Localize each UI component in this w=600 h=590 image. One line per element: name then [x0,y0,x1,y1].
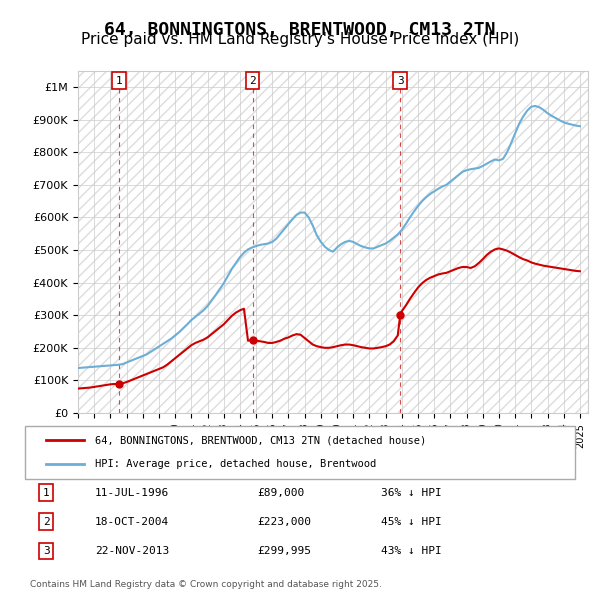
Text: 45% ↓ HPI: 45% ↓ HPI [381,517,442,527]
FancyBboxPatch shape [25,427,575,479]
Text: 43% ↓ HPI: 43% ↓ HPI [381,546,442,556]
Text: 64, BONNINGTONS, BRENTWOOD, CM13 2TN (detached house): 64, BONNINGTONS, BRENTWOOD, CM13 2TN (de… [95,435,426,445]
Text: £89,000: £89,000 [257,487,304,497]
Text: £223,000: £223,000 [257,517,311,527]
Text: 1: 1 [116,76,122,86]
Text: Price paid vs. HM Land Registry's House Price Index (HPI): Price paid vs. HM Land Registry's House … [81,32,519,47]
Text: 11-JUL-1996: 11-JUL-1996 [95,487,169,497]
Text: 3: 3 [43,546,50,556]
Text: Contains HM Land Registry data © Crown copyright and database right 2025.
This d: Contains HM Land Registry data © Crown c… [30,580,382,590]
Text: 3: 3 [397,76,404,86]
Text: 22-NOV-2013: 22-NOV-2013 [95,546,169,556]
Text: £299,995: £299,995 [257,546,311,556]
Text: 1: 1 [43,487,50,497]
Text: 18-OCT-2004: 18-OCT-2004 [95,517,169,527]
Text: HPI: Average price, detached house, Brentwood: HPI: Average price, detached house, Bren… [95,459,376,469]
Text: 2: 2 [250,76,256,86]
Text: 36% ↓ HPI: 36% ↓ HPI [381,487,442,497]
Text: 64, BONNINGTONS, BRENTWOOD, CM13 2TN: 64, BONNINGTONS, BRENTWOOD, CM13 2TN [104,21,496,39]
Text: 2: 2 [43,517,50,527]
